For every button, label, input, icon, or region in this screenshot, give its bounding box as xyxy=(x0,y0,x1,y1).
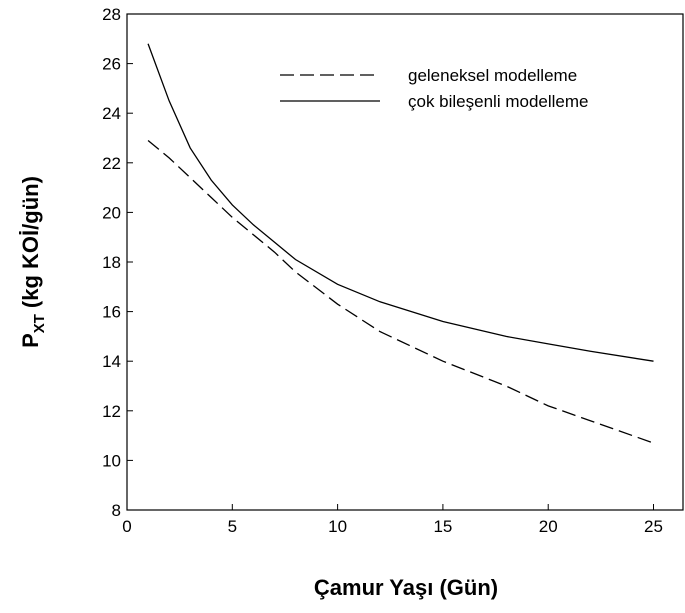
plot-frame xyxy=(126,13,684,511)
x-tick-label: 15 xyxy=(433,517,452,536)
y-tick-label: 8 xyxy=(112,501,121,520)
y-title-sub: XT xyxy=(31,314,48,333)
legend-label: geleneksel modelleme xyxy=(408,66,577,85)
y-tick-label: 24 xyxy=(102,104,121,123)
x-tick-label: 25 xyxy=(644,517,663,536)
x-tick-label: 20 xyxy=(539,517,558,536)
y-axis-title-group: PXT (kg KOİ/gün) xyxy=(18,176,48,348)
y-title-rest: (kg KOİ/gün) xyxy=(18,176,43,308)
series-line xyxy=(147,139,654,444)
y-tick-label: 14 xyxy=(102,352,121,371)
y-tick-label: 20 xyxy=(102,203,121,222)
x-axis-title: Çamur Yaşı (Gün) xyxy=(314,575,498,600)
x-tick-label: 10 xyxy=(328,517,347,536)
x-tick-label: 5 xyxy=(228,517,237,536)
y-tick-label: 28 xyxy=(102,5,121,24)
legend-label: çok bileşenli modelleme xyxy=(408,92,588,111)
y-tick-label: 10 xyxy=(102,451,121,470)
y-tick-label: 18 xyxy=(102,253,121,272)
series-line xyxy=(147,43,654,362)
y-tick-label: 16 xyxy=(102,303,121,322)
y-tick-label: 26 xyxy=(102,55,121,74)
y-tick-label: 22 xyxy=(102,154,121,173)
y-title-main: P xyxy=(18,333,43,348)
x-tick-label: 0 xyxy=(122,517,131,536)
y-axis-title: PXT (kg KOİ/gün) xyxy=(18,176,48,348)
y-tick-label: 12 xyxy=(102,402,121,421)
